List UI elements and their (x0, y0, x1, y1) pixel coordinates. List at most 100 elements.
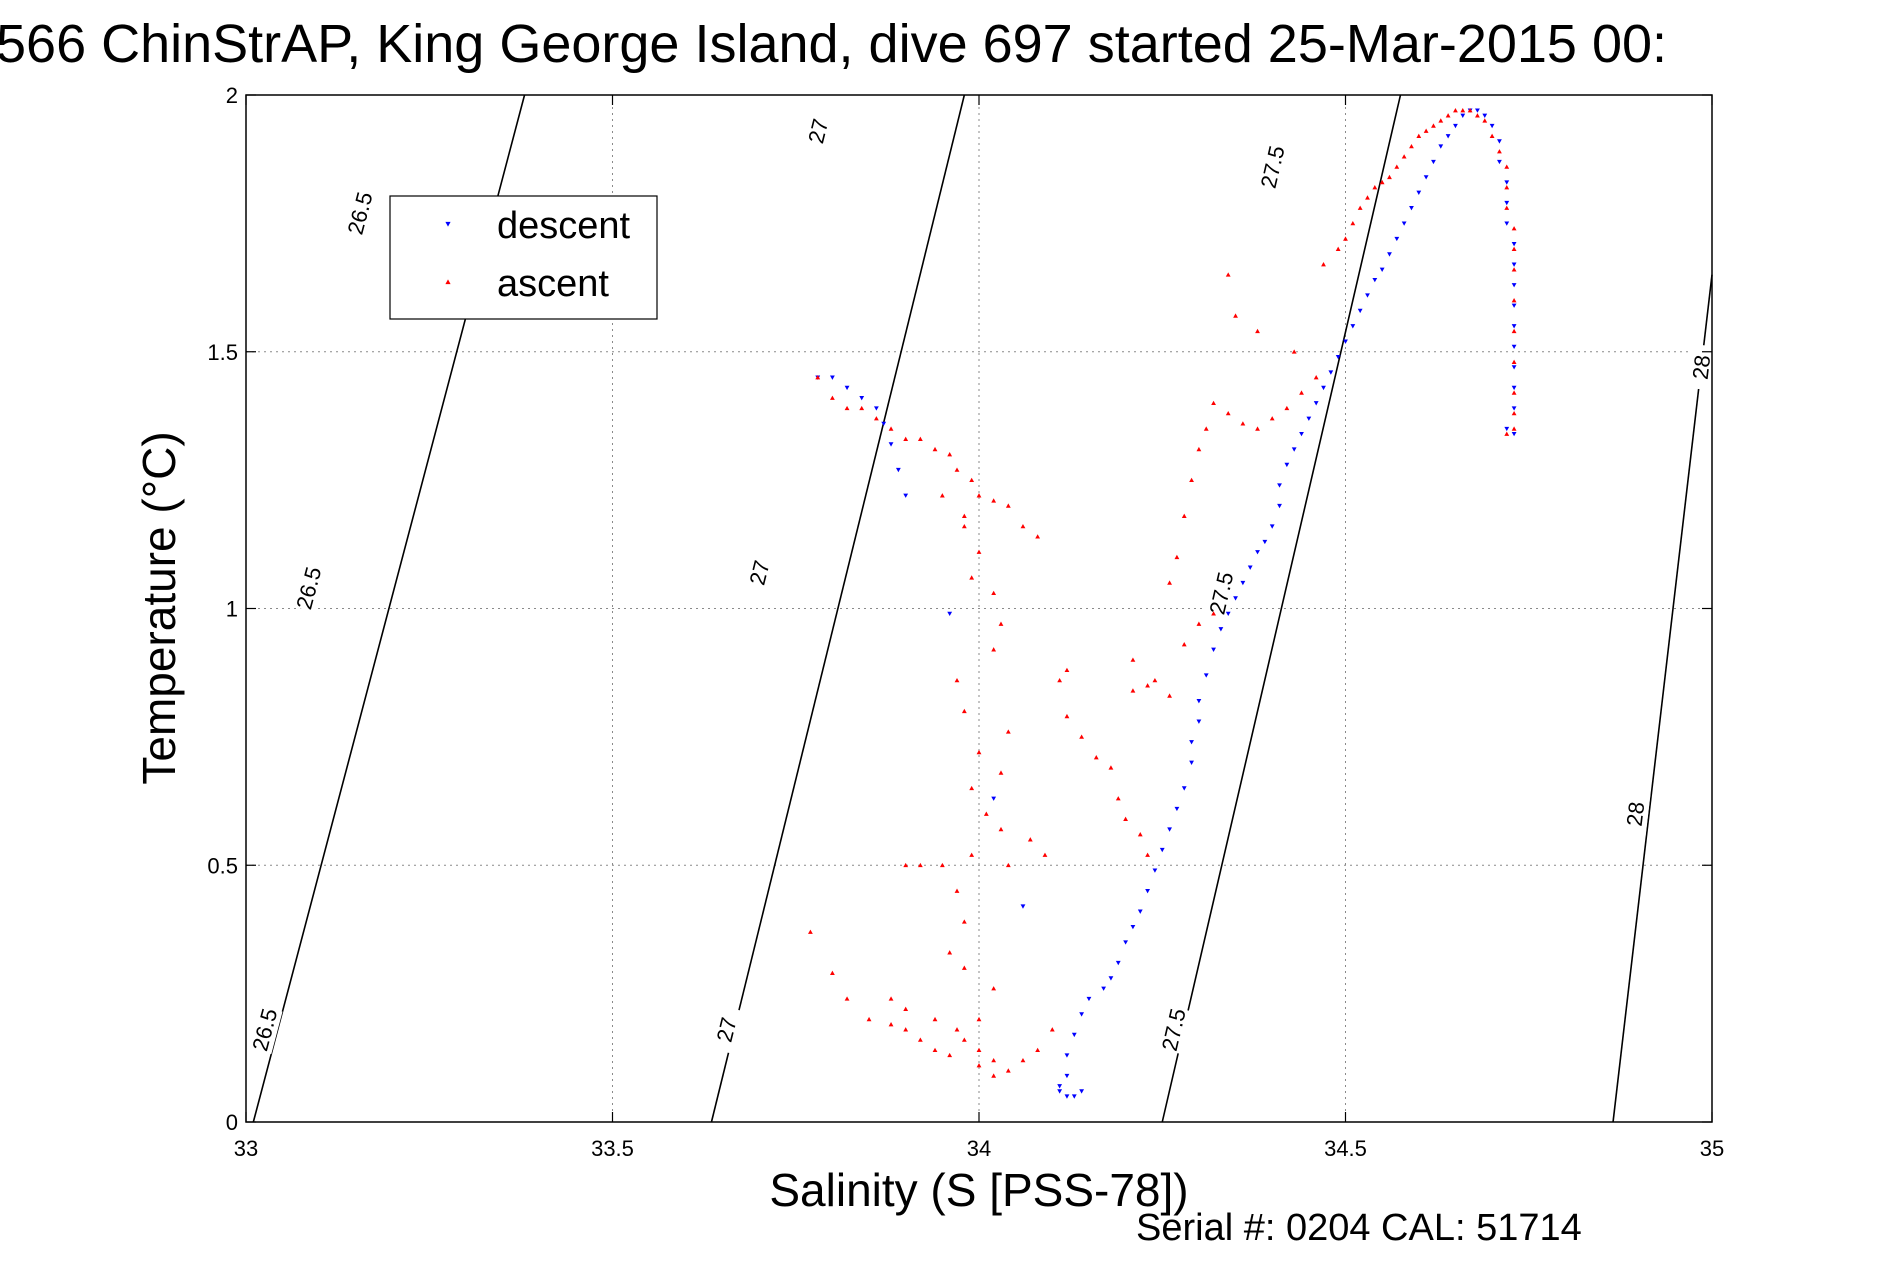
contour-label-mask (1203, 568, 1239, 618)
ascent-point (1211, 400, 1216, 406)
ascent-point (1511, 410, 1517, 416)
descent-point (1233, 596, 1238, 601)
ascent-point (998, 826, 1004, 832)
ascent-point (1167, 580, 1172, 585)
ascent-point (976, 749, 982, 755)
x-tick-label: 33.5 (591, 1136, 634, 1161)
ascent-point (1005, 1068, 1011, 1073)
descent-point (1511, 241, 1517, 247)
ascent-point (1504, 431, 1510, 436)
density-contour-27.5 (1161, 94, 1402, 1123)
ascent-point (1372, 185, 1378, 190)
ascent-point (961, 513, 967, 518)
descent-point (888, 442, 894, 447)
legend-label-ascent: ascent (497, 263, 609, 305)
x-tick-label: 34.5 (1324, 1136, 1367, 1161)
descent-point (1115, 960, 1121, 966)
ascent-point (1453, 108, 1458, 113)
descent-point (830, 375, 835, 380)
ascent-point (917, 436, 923, 441)
contour-label: 27 (712, 1015, 742, 1045)
descent-point (1189, 740, 1194, 745)
descent-point (1511, 262, 1517, 267)
y-tick-label: 0.5 (207, 853, 238, 878)
descent-point (1504, 426, 1510, 432)
descent-point (1299, 431, 1304, 437)
contour-label: 28 (1688, 354, 1716, 381)
descent-point (1416, 190, 1422, 195)
ascent-point (1467, 108, 1473, 113)
descent-point (1262, 539, 1268, 545)
ascent-point (866, 1016, 872, 1022)
ascent-point (954, 888, 960, 893)
ascent-point (961, 708, 967, 714)
legend-box (389, 195, 658, 320)
x-tick-label: 33 (234, 1136, 258, 1161)
descent-point (1145, 889, 1150, 894)
ascent-point (1196, 446, 1202, 452)
ascent-point (1511, 390, 1517, 395)
y-axis-label: Temperature (°C) (133, 431, 185, 784)
descent-point (1159, 847, 1165, 853)
ascent-point (991, 986, 997, 991)
contour-label-mask (741, 548, 777, 598)
descent-point (1086, 996, 1092, 1002)
descent-point (1475, 108, 1480, 113)
ascent-point (1299, 390, 1304, 395)
ascent-point (961, 1037, 967, 1042)
ascent-point (1504, 164, 1510, 169)
x-tick-label: 35 (1700, 1136, 1724, 1161)
descent-point (1240, 580, 1246, 586)
ascent-point (859, 405, 865, 411)
ascent-point (1020, 1057, 1026, 1063)
descent-point (1321, 385, 1326, 391)
descent-point (1152, 868, 1158, 873)
axis-ticks: 33 33.5 34 34.5 35 0 0.5 1 1.5 2 (207, 83, 1724, 1161)
descent-point (1225, 611, 1231, 617)
legend-marker-descent (445, 221, 451, 227)
contour-label-mask (1685, 343, 1717, 391)
chart-title: 566 ChinStrAP, King George Island, dive … (0, 14, 1667, 74)
ascent-point (1233, 313, 1238, 318)
descent-point (1511, 431, 1517, 437)
ascent-point (844, 405, 850, 411)
ascent-point (1379, 179, 1385, 185)
ascent-point (1365, 195, 1370, 200)
x-axis-label: Salinity (S [PSS-78]) (769, 1164, 1188, 1216)
descent-point (903, 493, 909, 498)
ascent-point (991, 590, 997, 596)
ascent-point (1489, 133, 1495, 138)
descent-point (859, 396, 865, 401)
ascent-point (939, 862, 945, 868)
ascent-point (961, 523, 967, 529)
ascent-point (1137, 832, 1143, 837)
ascent-point (969, 575, 975, 580)
descent-point (1284, 462, 1290, 468)
ascent-point (1093, 755, 1099, 760)
descent-point (1497, 159, 1502, 165)
y-tick-label: 1.5 (207, 340, 238, 365)
contour-label: 27 (803, 116, 833, 146)
contour-label-mask (708, 1005, 744, 1055)
ascent-point (808, 929, 813, 934)
ascent-point (1321, 262, 1326, 267)
descent-point (1379, 267, 1385, 272)
descent-point (1328, 370, 1334, 375)
ascent-point (1335, 246, 1341, 251)
ascent-point (998, 770, 1004, 775)
ascent-point (1020, 523, 1026, 529)
descent-point (1365, 293, 1370, 298)
ascent-point (1064, 667, 1070, 673)
contour-label-mask (1254, 142, 1290, 192)
descent-point (1247, 565, 1253, 570)
ascent-point (1115, 796, 1121, 801)
descent-point (1387, 252, 1392, 257)
ascent-point (1064, 713, 1070, 719)
density-contour-28 (1612, 274, 1713, 1123)
descent-point (1181, 786, 1187, 791)
descent-point (895, 467, 901, 473)
ascent-point (1284, 405, 1290, 411)
descent-point (1438, 144, 1444, 149)
contour-label-mask (290, 563, 327, 613)
descent-point (1511, 385, 1517, 391)
